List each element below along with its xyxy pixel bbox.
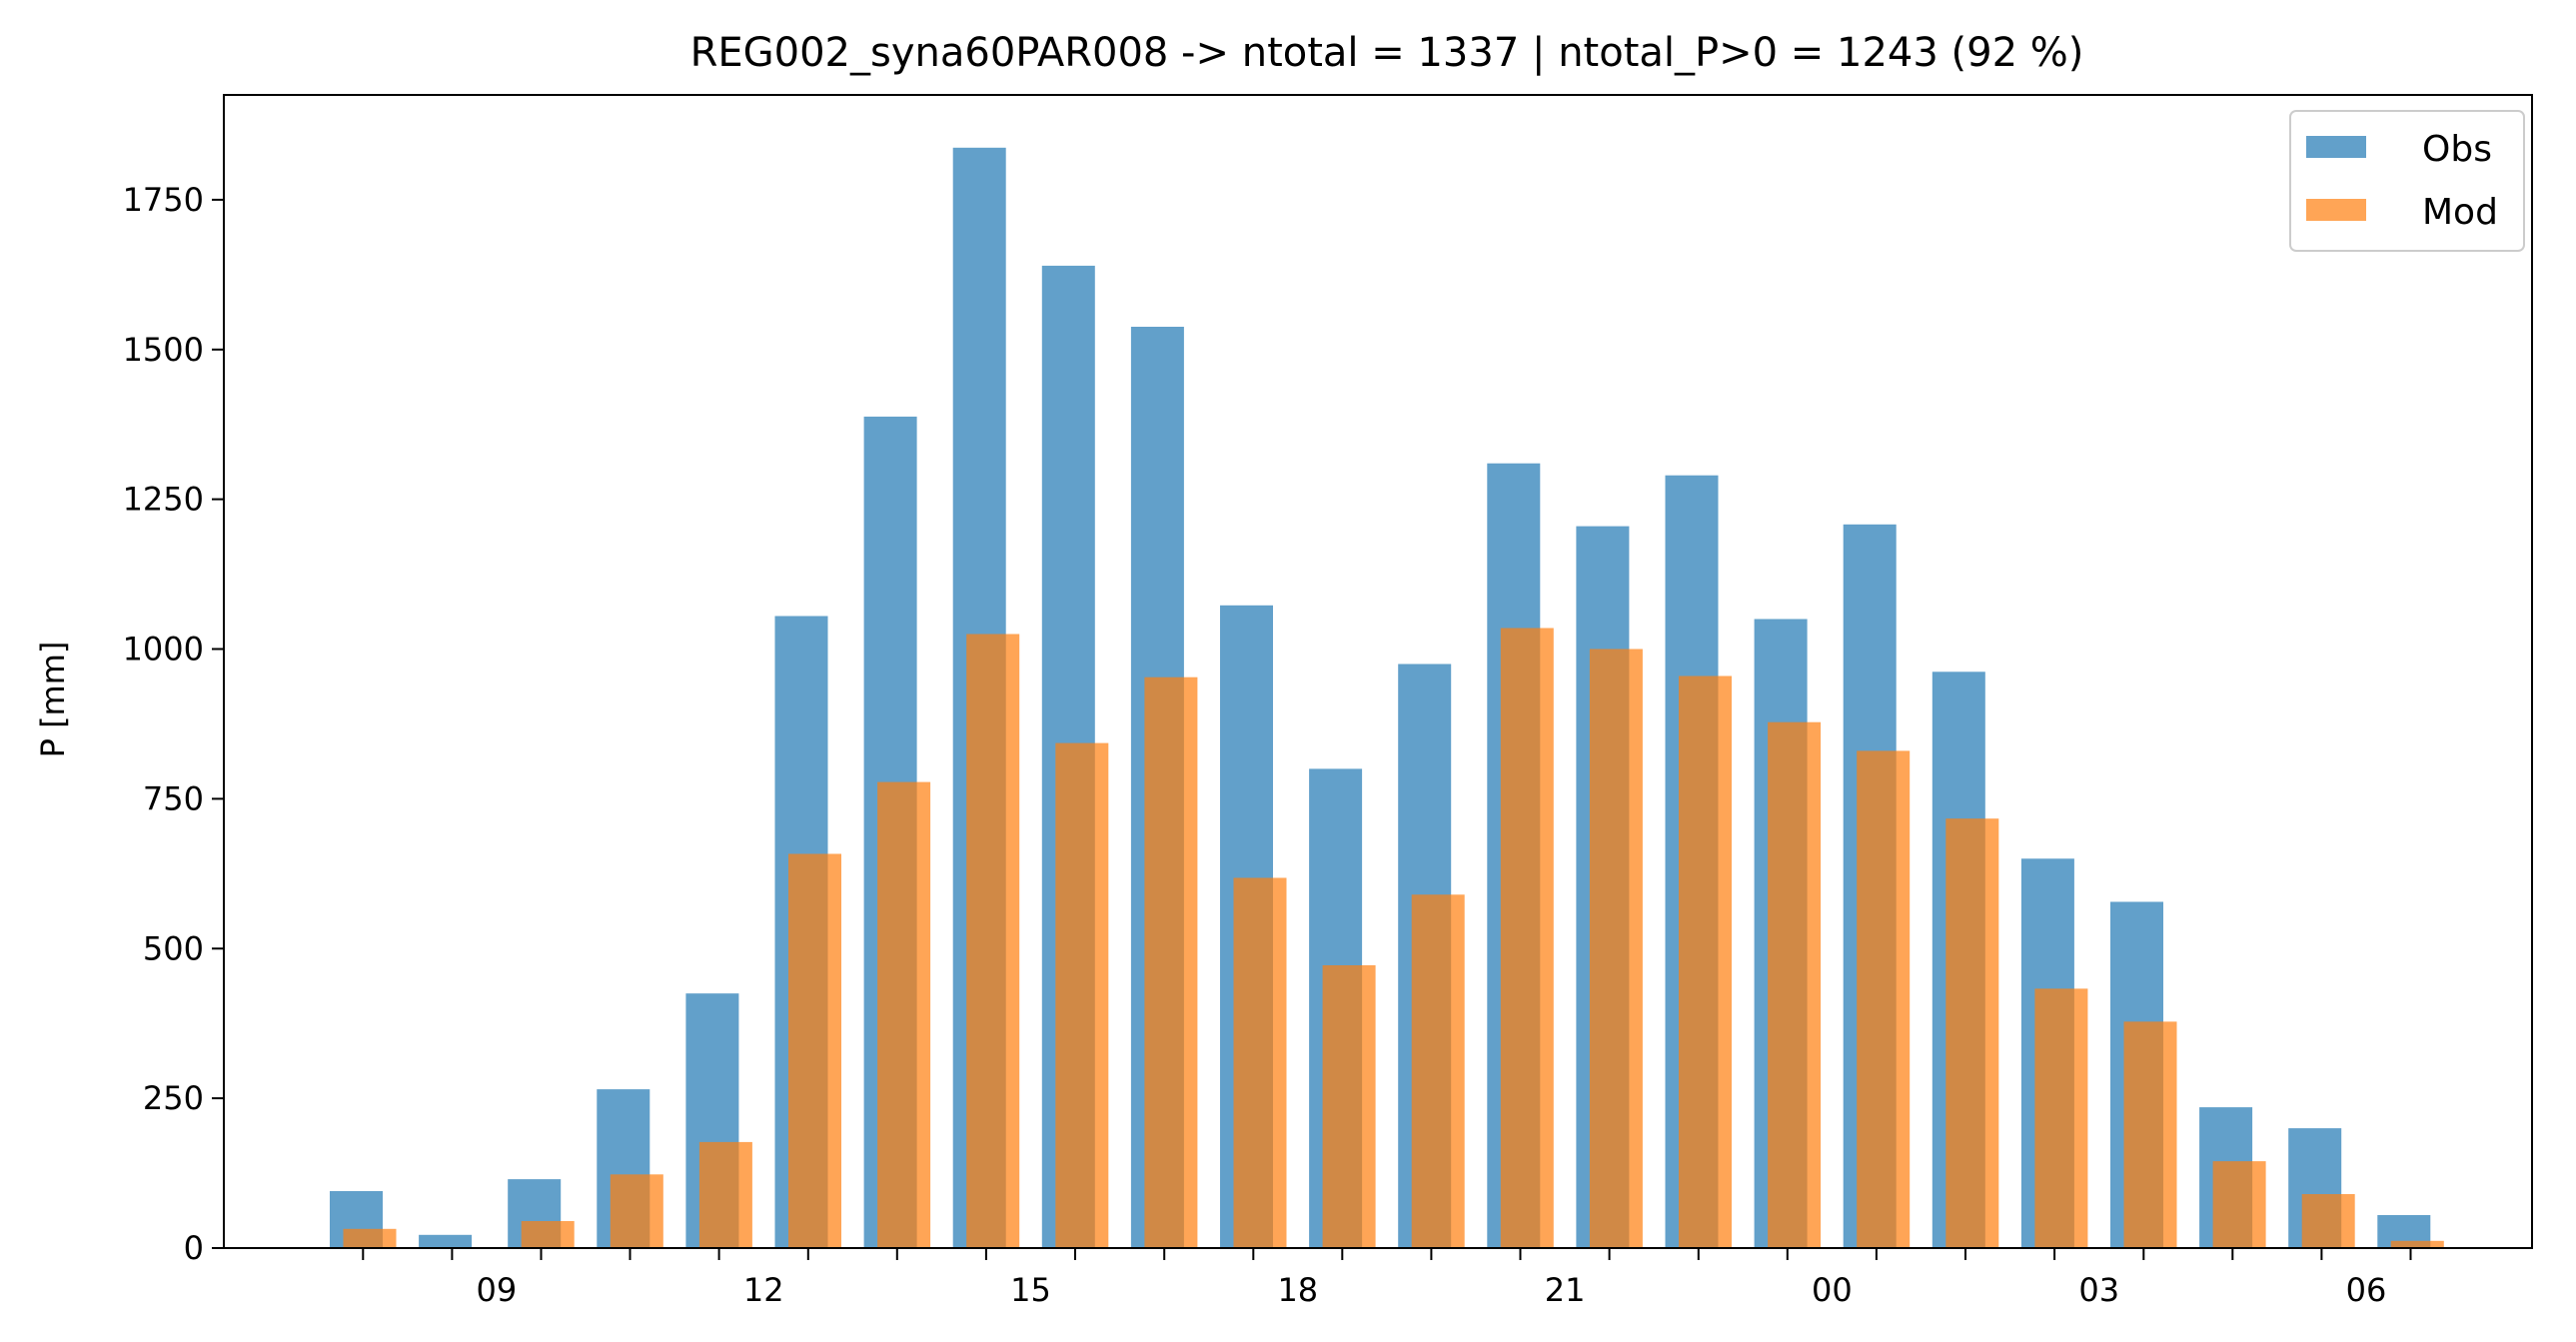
bar-mod-14 bbox=[877, 781, 931, 1248]
x-tick-label-06: 06 bbox=[2346, 1271, 2387, 1309]
x-tick-label-12: 12 bbox=[743, 1271, 784, 1309]
x-tick-label-09: 09 bbox=[477, 1271, 518, 1309]
x-tick-label-18: 18 bbox=[1277, 1271, 1318, 1309]
x-tick-label-00: 00 bbox=[1812, 1271, 1853, 1309]
bar-mod-5 bbox=[2212, 1161, 2266, 1248]
bar-mod-0 bbox=[1768, 721, 1822, 1248]
y-tick-label-250: 250 bbox=[143, 1079, 204, 1117]
chart-title: REG002_syna60PAR008 -> ntotal = 1337 | n… bbox=[690, 30, 2084, 76]
bar-mod-1 bbox=[1857, 750, 1911, 1248]
x-tick-label-15: 15 bbox=[1010, 1271, 1051, 1309]
bar-mod-10 bbox=[521, 1221, 575, 1248]
bar-obs-9 bbox=[419, 1234, 473, 1248]
y-tick-label-0: 0 bbox=[184, 1229, 204, 1267]
bar-mod-7 bbox=[2390, 1240, 2444, 1248]
bar-mod-3 bbox=[2034, 988, 2088, 1248]
bar-mod-23 bbox=[1679, 675, 1732, 1248]
bar-mod-19 bbox=[1322, 965, 1376, 1248]
bar-mod-4 bbox=[2123, 1021, 2177, 1248]
bar-mod-2 bbox=[1945, 818, 1999, 1248]
plot-area-frame bbox=[223, 94, 2533, 1249]
y-tick-label-500: 500 bbox=[143, 929, 204, 967]
bar-mod-20 bbox=[1411, 894, 1465, 1248]
y-axis: 0 250 500 750 1000 1250 1500 1750 bbox=[123, 181, 224, 1267]
bars-layer bbox=[330, 147, 2444, 1248]
y-tick-label-1000: 1000 bbox=[123, 631, 204, 669]
bar-mod-18 bbox=[1233, 877, 1287, 1248]
legend: Obs Mod bbox=[2289, 110, 2525, 252]
bar-mod-6 bbox=[2301, 1194, 2355, 1248]
bar-mod-15 bbox=[966, 634, 1020, 1248]
y-tick-label-1250: 1250 bbox=[123, 481, 204, 519]
bar-mod-17 bbox=[1144, 676, 1198, 1248]
bar-mod-11 bbox=[610, 1174, 663, 1248]
bar-mod-21 bbox=[1500, 628, 1554, 1248]
y-tick-label-750: 750 bbox=[143, 779, 204, 817]
legend-swatch-obs bbox=[2306, 136, 2366, 158]
legend-label-obs: Obs bbox=[2422, 129, 2492, 170]
y-tick-label-1500: 1500 bbox=[123, 331, 204, 369]
y-axis-label: P [mm] bbox=[34, 642, 72, 758]
bar-mod-13 bbox=[788, 853, 841, 1248]
legend-label-mod: Mod bbox=[2422, 192, 2498, 233]
x-tick-label-21: 21 bbox=[1545, 1271, 1586, 1309]
x-axis: 09 12 15 18 21 00 03 06 bbox=[362, 1248, 2412, 1309]
bar-mod-8 bbox=[343, 1228, 397, 1248]
bar-mod-12 bbox=[698, 1141, 752, 1248]
bar-mod-16 bbox=[1055, 742, 1109, 1248]
bar-mod-22 bbox=[1589, 649, 1643, 1248]
y-tick-label-1750: 1750 bbox=[123, 181, 204, 219]
x-tick-label-03: 03 bbox=[2078, 1271, 2119, 1309]
legend-swatch-mod bbox=[2306, 199, 2366, 221]
